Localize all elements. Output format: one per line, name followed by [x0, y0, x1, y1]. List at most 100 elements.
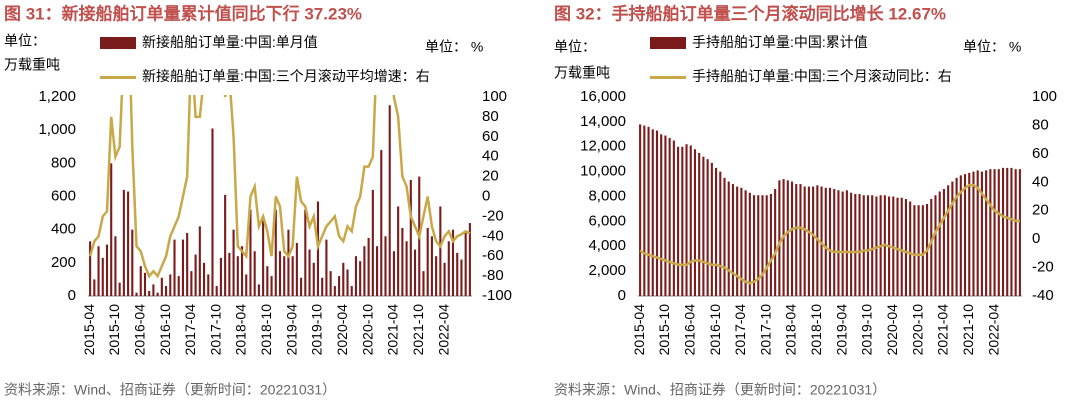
- bar: [837, 190, 840, 296]
- legend-label: 新接船舶订单量:中国:单月值: [142, 34, 318, 50]
- bar: [689, 145, 692, 296]
- y2-tick-label: 100: [482, 88, 507, 105]
- legend-item: 手持船舶订单量:中国:累计值: [650, 28, 950, 56]
- x-tick-label: 2015-10: [106, 304, 122, 356]
- bar: [706, 159, 709, 296]
- bar: [169, 274, 172, 296]
- y-tick-label: 8,000: [588, 187, 626, 204]
- y-tick-label: 12,000: [580, 138, 626, 155]
- x-tick-label: 2021-04: [385, 304, 401, 356]
- bar: [388, 105, 391, 297]
- bar: [114, 236, 117, 296]
- bar: [329, 271, 332, 296]
- bar: [685, 144, 688, 296]
- bar: [139, 266, 142, 296]
- bar: [325, 239, 328, 296]
- bar: [1018, 169, 1021, 296]
- legend-item: 手持船舶订单量:中国:三个月滚动同比：右: [650, 62, 990, 90]
- y2-tick-label: 40: [1032, 173, 1049, 190]
- y-tick-label: 1,200: [38, 88, 76, 105]
- bar: [468, 223, 471, 296]
- bar: [858, 194, 861, 296]
- bar: [245, 274, 248, 296]
- bar: [392, 251, 395, 296]
- bar: [668, 138, 671, 296]
- bar: [752, 195, 756, 296]
- bar: [968, 172, 971, 296]
- bar: [963, 174, 967, 296]
- y2-tick-label: 60: [1032, 145, 1049, 162]
- bar: [338, 276, 341, 296]
- y-tick-label: 6,000: [588, 212, 626, 229]
- bar: [1014, 169, 1017, 296]
- x-tick-label: 2019-04: [283, 304, 299, 356]
- bar: [397, 206, 400, 296]
- bar: [253, 251, 256, 296]
- y2-tick-label: -60: [482, 247, 504, 264]
- x-tick-label: 2017-04: [182, 304, 198, 356]
- legend-label: 新接船舶订单量:中国:三个月滚动平均增速：右: [142, 68, 430, 84]
- bar: [955, 177, 958, 296]
- y2-tick-label: 60: [482, 128, 499, 145]
- bar: [938, 191, 941, 296]
- bar: [156, 292, 159, 296]
- bar: [917, 205, 920, 296]
- bar: [236, 256, 239, 296]
- x-tick-label: 2018-10: [258, 304, 274, 356]
- bar: [913, 205, 916, 296]
- x-tick-label: 2017-10: [757, 304, 773, 356]
- y-unit-name: 万载重吨: [554, 65, 610, 81]
- bar: [240, 246, 244, 296]
- y-tick-label: 600: [51, 187, 76, 204]
- legend-swatch: [100, 37, 136, 50]
- y-tick-label: 200: [51, 254, 76, 271]
- bar: [426, 228, 429, 296]
- bar: [812, 186, 815, 296]
- bar: [219, 257, 222, 296]
- y2-tick-label: 0: [1032, 230, 1040, 247]
- bar: [1006, 167, 1009, 296]
- bar: [456, 252, 459, 296]
- y2-tick-label: 80: [482, 108, 499, 125]
- bar: [980, 171, 983, 296]
- bar: [131, 229, 134, 296]
- x-tick-label: 2019-10: [859, 304, 875, 356]
- bar: [989, 169, 992, 296]
- y2-tick-label: -20: [482, 207, 504, 224]
- bar: [862, 195, 865, 296]
- bar: [985, 170, 988, 296]
- bar: [854, 194, 857, 296]
- bar: [143, 272, 147, 296]
- bar: [643, 125, 646, 296]
- x-tick-label: 2017-04: [732, 304, 748, 356]
- x-tick-label: 2017-10: [207, 304, 223, 356]
- bar: [715, 167, 718, 296]
- x-tick-label: 2021-10: [410, 304, 426, 356]
- bar: [422, 271, 425, 296]
- bar: [997, 169, 1000, 296]
- y-unit-name: 万载重吨: [4, 57, 60, 73]
- line: [88, 95, 471, 279]
- y-tick-label: 800: [51, 154, 76, 171]
- x-tick-label: 2015-04: [81, 304, 97, 356]
- bar: [1001, 167, 1005, 296]
- legend-swatch: [650, 37, 686, 50]
- source: 资料来源：Wind、招商证券（更新时间：20221031）: [554, 382, 886, 398]
- bar: [405, 241, 408, 296]
- x-tick-label: 2015-10: [656, 304, 672, 356]
- bar: [148, 291, 151, 296]
- bar: [127, 191, 130, 296]
- bar: [270, 276, 273, 296]
- bar: [447, 241, 450, 296]
- bar: [367, 237, 370, 296]
- y-tick-label: 1,000: [38, 121, 76, 138]
- bar: [93, 279, 96, 296]
- bar: [710, 162, 713, 296]
- bar: [207, 274, 210, 296]
- x-tick-label: 2019-10: [309, 304, 325, 356]
- y2-tick-label: -100: [482, 287, 512, 304]
- y-tick-label: 0: [68, 287, 76, 304]
- bar: [871, 195, 874, 296]
- bar: [702, 156, 705, 296]
- bar: [401, 228, 404, 296]
